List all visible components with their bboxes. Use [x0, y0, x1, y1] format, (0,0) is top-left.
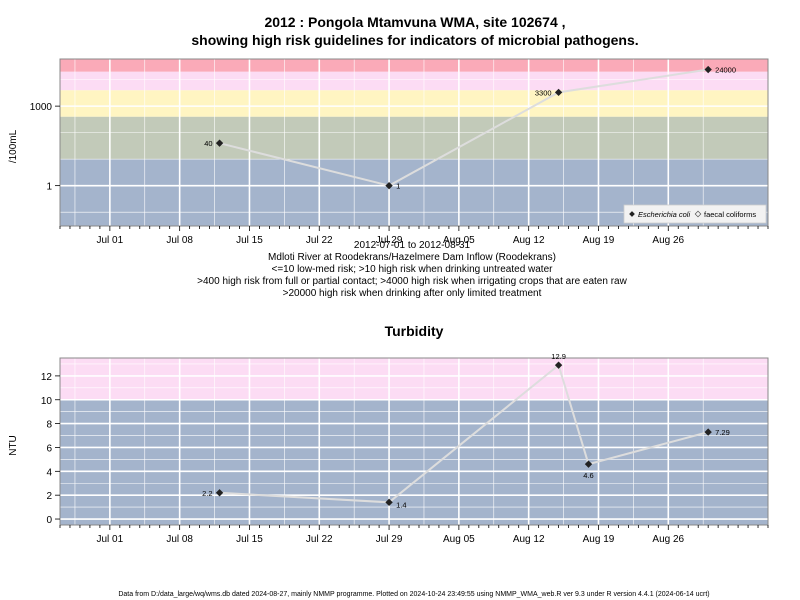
y-tick-label: 8 [46, 420, 52, 431]
risk-band [60, 71, 768, 91]
x-tick-label: Aug 05 [443, 235, 475, 246]
data-label: 7.29 [715, 428, 730, 437]
data-label: 40 [204, 139, 212, 148]
plot-frame [59, 357, 769, 526]
legend-marker-ecoli [629, 211, 635, 217]
data-label: 12.9 [551, 352, 566, 361]
series-line [219, 68, 709, 187]
y-tick-label: 4 [46, 467, 52, 478]
subtitle-guideline-drinking: <=10 low-med risk; >10 high risk when dr… [272, 264, 554, 275]
x-tick-label: Jul 22 [306, 534, 333, 545]
x-tick-label: Aug 12 [513, 534, 545, 545]
subtitle-site-name: Mdloti River at Roodekrans/Hazelmere Dam… [268, 252, 556, 263]
data-point [584, 460, 593, 468]
y-tick-label: 1000 [30, 102, 53, 113]
x-tick-label: Jul 08 [166, 235, 193, 246]
x-tick-label: Jul 15 [236, 534, 263, 545]
ecoli-panel: Jul 01 Jul 08 Jul 15 Jul 22 Jul 29 Aug 05 Aug … [8, 58, 769, 246]
data-label: 2.2 [202, 489, 212, 498]
subtitle-date-range: 2012-07-01 to 2012-08-31 [354, 240, 471, 251]
x-tick-label: Aug 26 [652, 534, 684, 545]
main-title-line-1: 2012 : Pongola Mtamvuna WMA, site 102674… [264, 14, 565, 30]
data-point [704, 428, 712, 436]
x-tick-label: Jul 29 [376, 235, 403, 246]
data-label: 4.6 [583, 471, 593, 480]
legend-entry-ecoli: Escherichia coli [638, 210, 690, 219]
data-point [385, 498, 393, 507]
y-tick-label: 2 [46, 491, 52, 502]
x-tick-label: Jul 15 [236, 235, 263, 246]
y-tick-label: 0 [46, 515, 52, 526]
x-tick-label: Jul 08 [166, 534, 193, 545]
data-label: 1 [396, 182, 400, 191]
plot-frame [59, 58, 769, 227]
risk-band [60, 116, 768, 160]
x-tick-label: Jul 01 [97, 534, 124, 545]
y-tick-label: 10 [41, 396, 53, 407]
data-label: 1.4 [396, 500, 406, 509]
subtitle-guideline-contact: >400 high risk from full or partial cont… [197, 276, 627, 287]
x-tick-label: Jul 22 [306, 235, 333, 246]
y-tick-label: 6 [46, 443, 52, 454]
turbidity-panel: Jul 01 Jul 08 Jul 15 Jul 22 Jul 29 Aug 05 Aug … [8, 352, 769, 545]
risk-band [60, 358, 768, 400]
data-point [385, 181, 393, 190]
risk-band [60, 90, 768, 117]
turbidity-title: Turbidity [385, 323, 444, 339]
x-tick-label: Aug 05 [443, 534, 475, 545]
x-tick-label: Aug 19 [583, 235, 615, 246]
main-title-line-2: showing high risk guidelines for indicat… [191, 32, 638, 48]
x-tick-label: Jul 01 [97, 235, 124, 246]
footer-note: Data from D:/data_large/wq/wms.db dated … [118, 591, 709, 598]
y-axis-label: NTU [8, 435, 19, 456]
x-tick-label: Aug 19 [583, 534, 615, 545]
data-point [554, 361, 563, 369]
x-tick-label: Jul 29 [376, 534, 403, 545]
y-axis-label: /100mL [8, 129, 19, 163]
legend-marker-faecal [694, 210, 702, 218]
data-label: 24000 [715, 66, 736, 75]
x-tick-label: Aug 12 [513, 235, 545, 246]
subtitle-guideline-treatment: >20000 high risk when drinking after onl… [283, 288, 542, 299]
y-tick-label: 12 [41, 372, 53, 383]
chart-subtitle: 2012-07-01 to 2012-08-31 Mdloti River at… [197, 240, 627, 299]
x-tick-label: Aug 26 [652, 235, 684, 246]
legend-entry-faecal: faecal coliforms [704, 210, 756, 219]
risk-band [60, 59, 768, 72]
data-label: 3300 [535, 88, 552, 97]
y-tick-label: 1 [46, 182, 52, 193]
risk-band [60, 399, 768, 525]
